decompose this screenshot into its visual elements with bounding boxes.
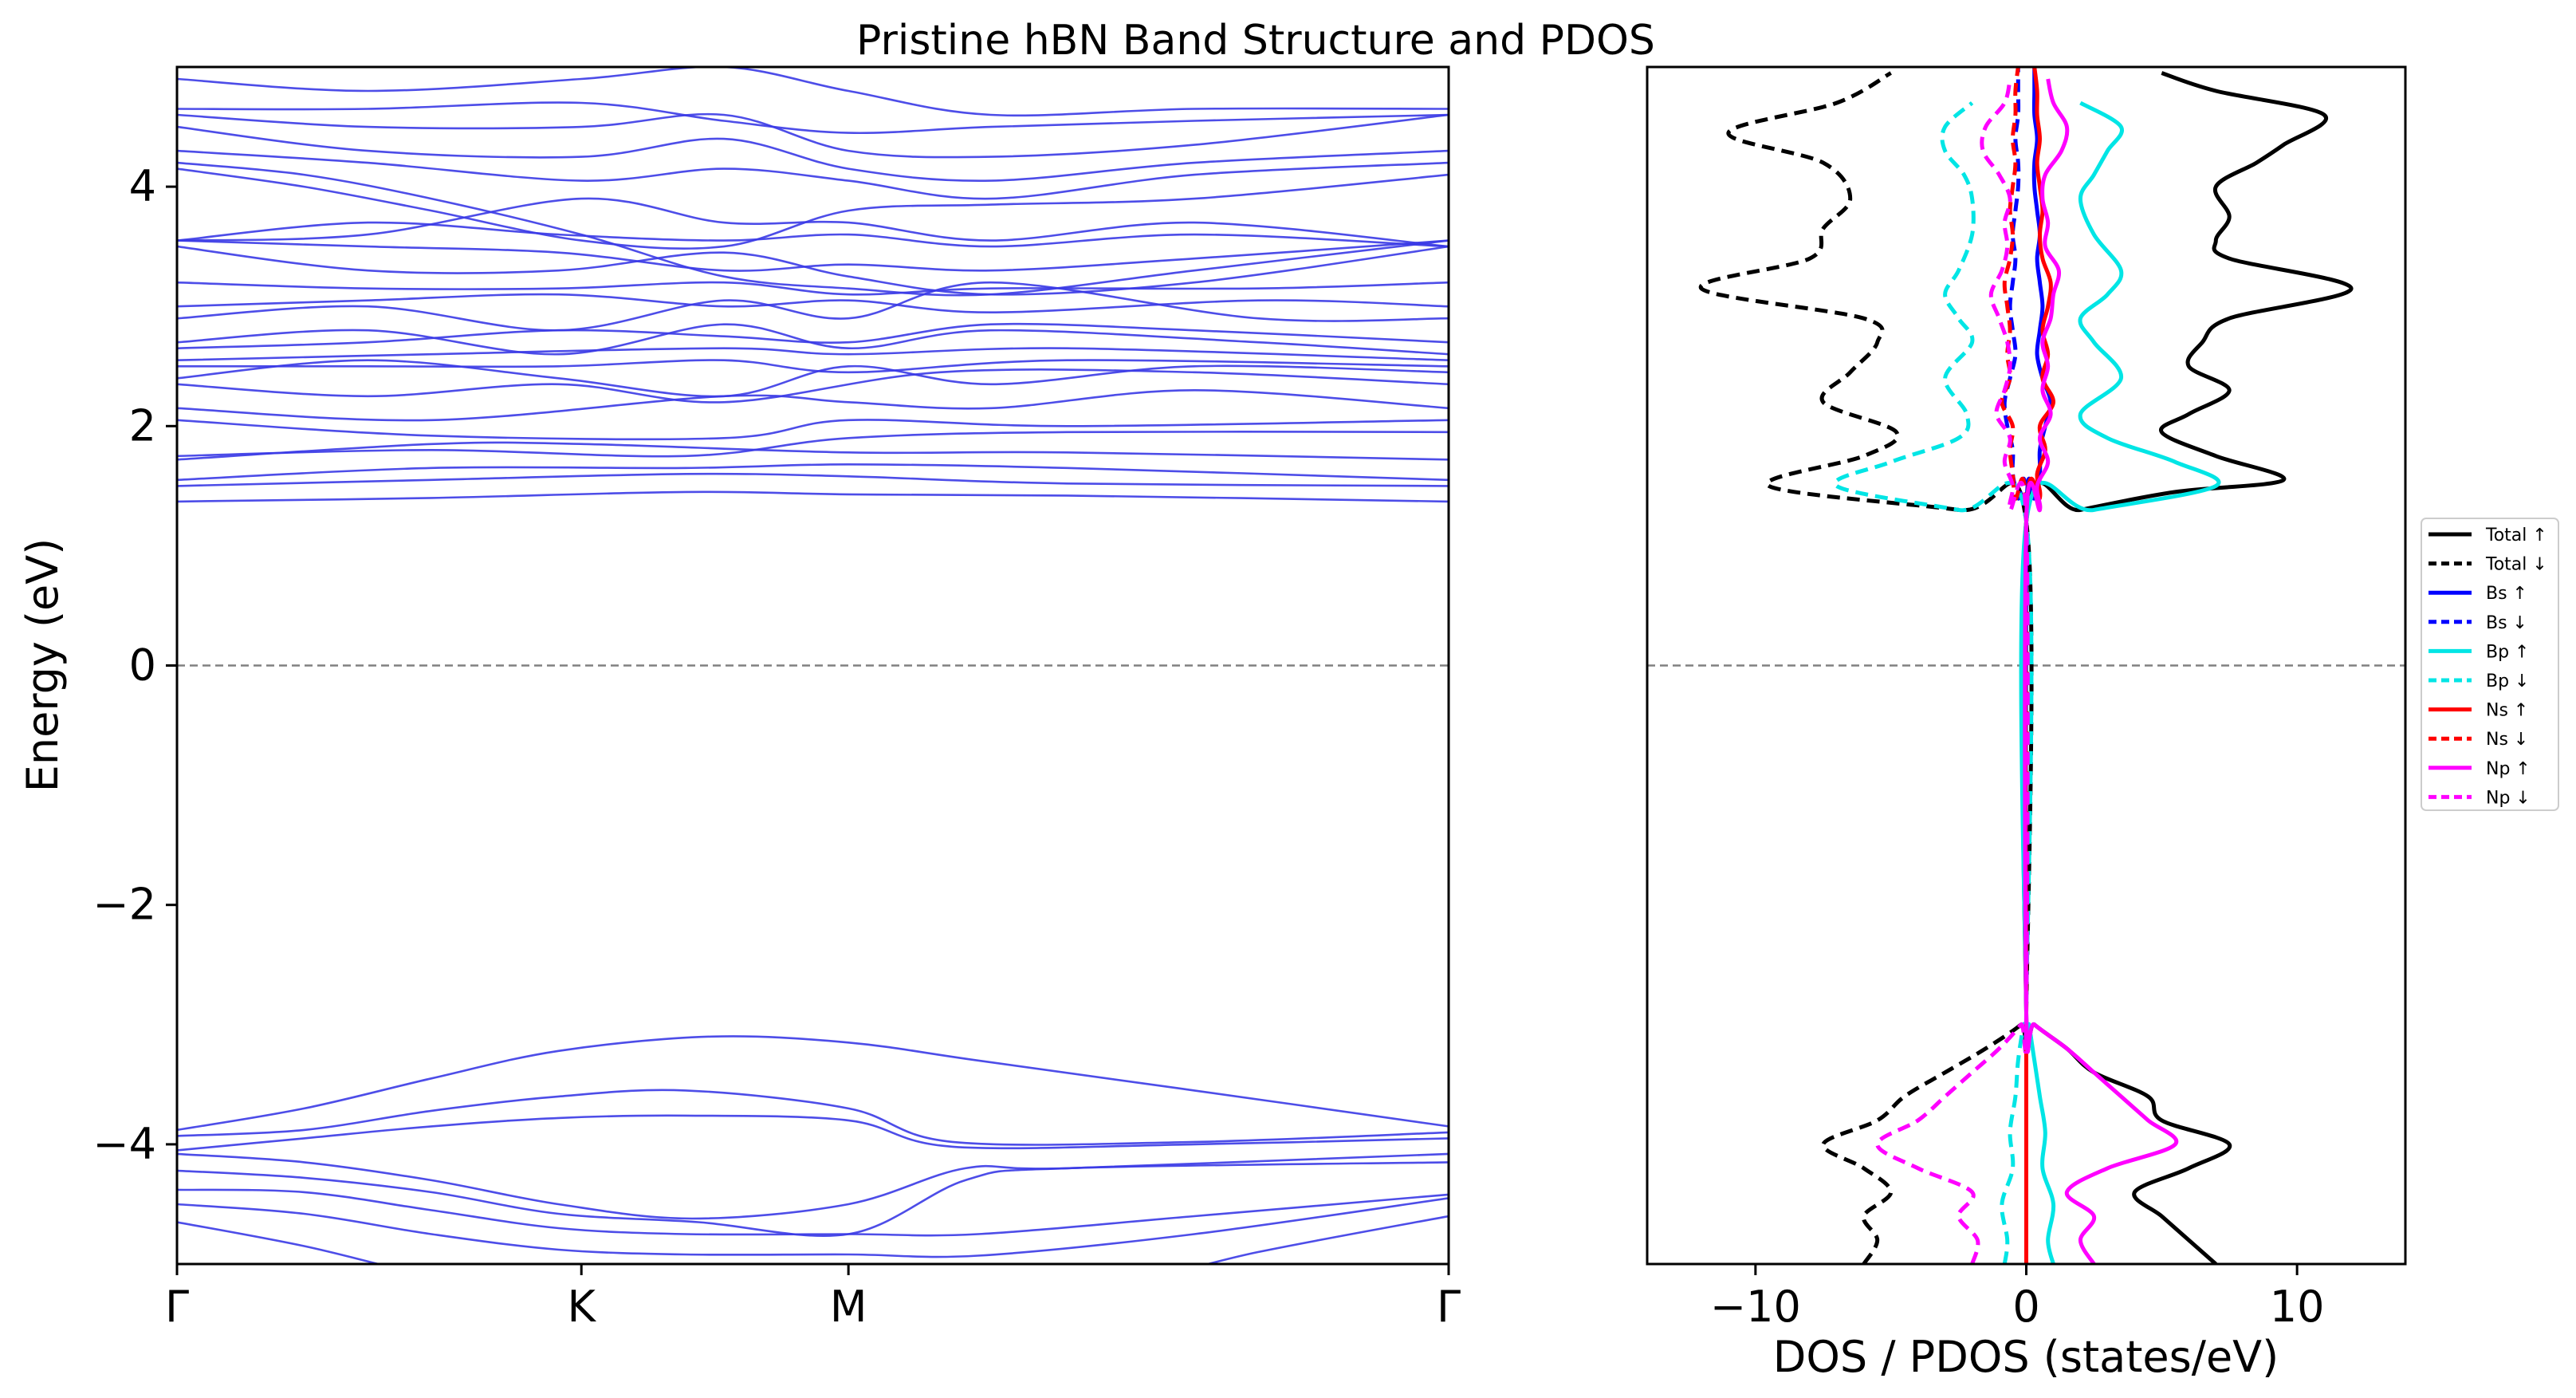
band-line	[177, 322, 1449, 349]
pdos-series-line	[2020, 71, 2354, 1264]
pdos-series-line	[1875, 78, 2030, 1264]
pdos-lines	[1699, 67, 2354, 1264]
band-line	[177, 1188, 1449, 1237]
band-line	[177, 125, 1449, 183]
band-line	[177, 281, 1449, 332]
legend-label: Np ↑	[2486, 759, 2531, 779]
legend-label: Ns ↓	[2486, 730, 2528, 750]
legend-label: Ns ↑	[2486, 701, 2528, 721]
pdos-x-tick-label: −10	[1710, 1282, 1801, 1332]
pdos-panel: −10 0 10 DOS / PDOS (states/eV)	[1646, 65, 2407, 1382]
band-line	[177, 368, 1449, 404]
band-y-tick-label: −2	[92, 880, 156, 930]
pdos-series-line	[1833, 101, 2034, 1264]
band-line	[177, 149, 1449, 200]
legend-label: Bp ↓	[2486, 671, 2529, 691]
pdos-series-line	[2019, 100, 2221, 1264]
pdos-series-line	[1699, 71, 2034, 1264]
band-line	[177, 490, 1449, 503]
band-line	[177, 197, 1449, 248]
legend-label: Bs ↑	[2486, 584, 2527, 604]
band-line	[177, 419, 1449, 441]
band-line	[177, 463, 1449, 482]
pdos-x-tick-label: 0	[2012, 1282, 2039, 1332]
band-line	[177, 239, 1449, 272]
band-line	[177, 1089, 1449, 1146]
band-line	[177, 1215, 1449, 1264]
band-x-tick-label: M	[830, 1282, 867, 1332]
pdos-x-ticks: −10 0 10	[1710, 1264, 2325, 1332]
band-line	[177, 347, 1449, 361]
band-x-tick-label: Γ	[1437, 1282, 1461, 1332]
band-line	[177, 359, 1449, 374]
band-line	[177, 1035, 1449, 1132]
legend-label: Total ↓	[2485, 555, 2547, 575]
legend-label: Total ↑	[2485, 526, 2547, 545]
band-line	[177, 1152, 1449, 1220]
legend-label: Bp ↑	[2486, 642, 2529, 662]
legend-label: Bs ↓	[2486, 613, 2527, 633]
band-structure-panel: Γ K M Γ −4 −2 0 2 4 Energy (eV)	[18, 65, 1461, 1332]
band-line	[177, 281, 1449, 296]
band-line	[177, 1197, 1449, 1258]
band-line	[177, 245, 1449, 296]
band-line	[177, 221, 1449, 248]
pdos-x-axis-label: DOS / PDOS (states/eV)	[1773, 1332, 2279, 1382]
band-line	[177, 323, 1449, 356]
band-x-tick-label: K	[567, 1282, 596, 1332]
band-line	[177, 472, 1449, 487]
band-line	[177, 161, 1449, 297]
band-y-tick-label: 2	[129, 400, 156, 451]
band-axes-frame	[175, 65, 1450, 1266]
band-y-tick-label: 4	[129, 161, 156, 211]
pdos-series-line	[2023, 78, 2179, 1264]
pdos-legend: Total ↑ Total ↓ Bs ↑ Bs ↓ Bp ↑ Bp ↓ Ns ↑ Ns ↓ Np…	[2421, 518, 2559, 811]
legend-label: Np ↓	[2486, 788, 2531, 808]
band-line	[177, 1114, 1449, 1152]
band-y-ticks: −4 −2 0 2 4	[92, 161, 177, 1169]
band-y-tick-label: 0	[129, 640, 156, 691]
pdos-x-tick-label: 10	[2270, 1282, 2325, 1332]
band-line	[177, 293, 1449, 314]
band-line	[177, 112, 1449, 159]
band-line	[177, 441, 1449, 461]
band-line	[177, 167, 1449, 250]
band-y-axis-label: Energy (eV)	[18, 538, 68, 793]
band-lines	[177, 67, 1449, 1264]
band-x-tick-label: Γ	[165, 1282, 189, 1332]
band-line	[177, 67, 1449, 117]
band-line	[177, 101, 1449, 135]
pdos-axes-frame	[1646, 65, 2407, 1266]
figure-title: Pristine hBN Band Structure and PDOS	[856, 17, 1655, 65]
band-line	[177, 388, 1449, 422]
band-line	[177, 359, 1449, 398]
band-y-tick-label: −4	[92, 1119, 156, 1169]
band-line	[177, 430, 1449, 458]
